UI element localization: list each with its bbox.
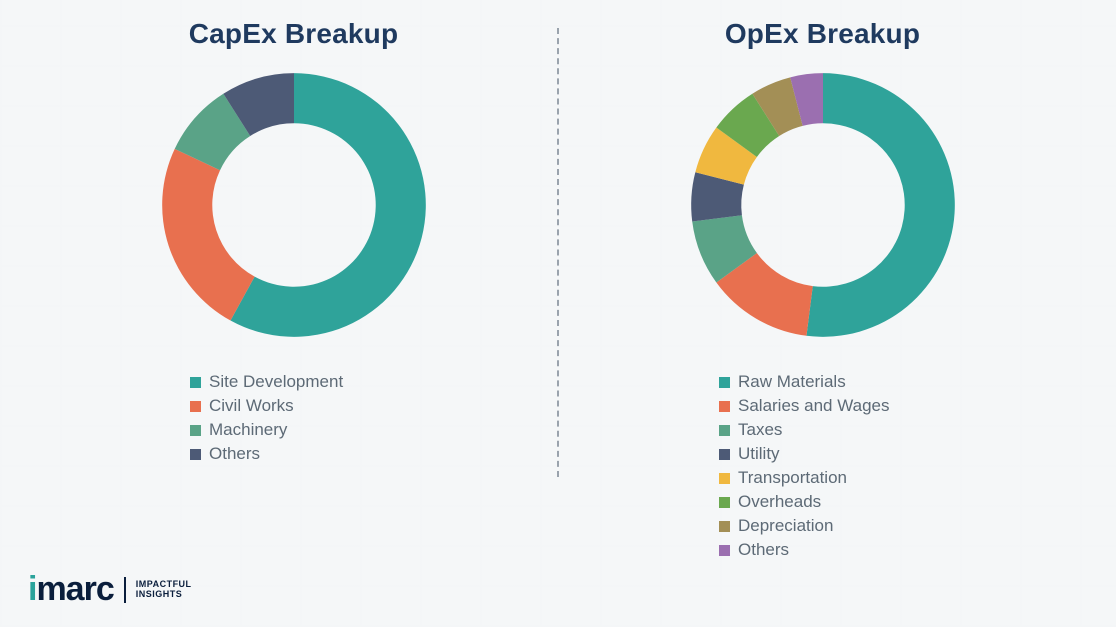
- brand-logo: imarc IMPACTFUL INSIGHTS: [28, 570, 192, 609]
- legend-label: Transportation: [738, 468, 847, 488]
- legend-label: Machinery: [209, 420, 287, 440]
- legend-item: Salaries and Wages: [719, 396, 890, 416]
- legend-item: Site Development: [190, 372, 343, 392]
- legend-swatch: [190, 401, 201, 412]
- legend-swatch: [719, 497, 730, 508]
- legend-swatch: [719, 377, 730, 388]
- legend-item: Others: [719, 540, 890, 560]
- page-root: CapEx Breakup Site Development Civil Work…: [0, 0, 1116, 627]
- opex-panel: OpEx Breakup Raw Materials Salaries and W…: [569, 18, 1076, 597]
- legend-item: Civil Works: [190, 396, 343, 416]
- legend-label: Civil Works: [209, 396, 294, 416]
- capex-legend: Site Development Civil Works Machinery Othe…: [40, 368, 343, 468]
- capex-donut-svg: [149, 60, 439, 350]
- legend-item: Taxes: [719, 420, 890, 440]
- capex-panel: CapEx Breakup Site Development Civil Work…: [40, 18, 547, 597]
- legend-item: Machinery: [190, 420, 343, 440]
- legend-label: Depreciation: [738, 516, 833, 536]
- panel-divider: [557, 28, 559, 477]
- legend-swatch: [719, 401, 730, 412]
- legend-label: Salaries and Wages: [738, 396, 890, 416]
- legend-label: Others: [209, 444, 260, 464]
- legend-swatch: [190, 377, 201, 388]
- opex-donut-svg: [678, 60, 968, 350]
- legend-swatch: [719, 449, 730, 460]
- legend-label: Overheads: [738, 492, 821, 512]
- legend-swatch: [719, 521, 730, 532]
- capex-title: CapEx Breakup: [189, 18, 399, 50]
- legend-item: Transportation: [719, 468, 890, 488]
- legend-label: Taxes: [738, 420, 782, 440]
- brand-tag-line2: INSIGHTS: [136, 589, 183, 599]
- legend-swatch: [190, 425, 201, 436]
- legend-item: Depreciation: [719, 516, 890, 536]
- legend-label: Utility: [738, 444, 780, 464]
- brand-tagline: IMPACTFUL INSIGHTS: [136, 580, 192, 599]
- legend-swatch: [719, 545, 730, 556]
- legend-swatch: [719, 473, 730, 484]
- legend-swatch: [190, 449, 201, 460]
- capex-donut: [149, 60, 439, 350]
- brand-mark: imarc: [28, 570, 114, 609]
- opex-donut: [678, 60, 968, 350]
- legend-label: Site Development: [209, 372, 343, 392]
- brand-separator: [124, 577, 126, 603]
- legend-item: Others: [190, 444, 343, 464]
- legend-label: Others: [738, 540, 789, 560]
- legend-item: Utility: [719, 444, 890, 464]
- opex-legend: Raw Materials Salaries and Wages Taxes Util…: [569, 368, 890, 564]
- legend-item: Overheads: [719, 492, 890, 512]
- donut-slice: [806, 73, 954, 337]
- legend-label: Raw Materials: [738, 372, 846, 392]
- legend-swatch: [719, 425, 730, 436]
- donut-slice: [162, 149, 254, 321]
- opex-title: OpEx Breakup: [725, 18, 920, 50]
- legend-item: Raw Materials: [719, 372, 890, 392]
